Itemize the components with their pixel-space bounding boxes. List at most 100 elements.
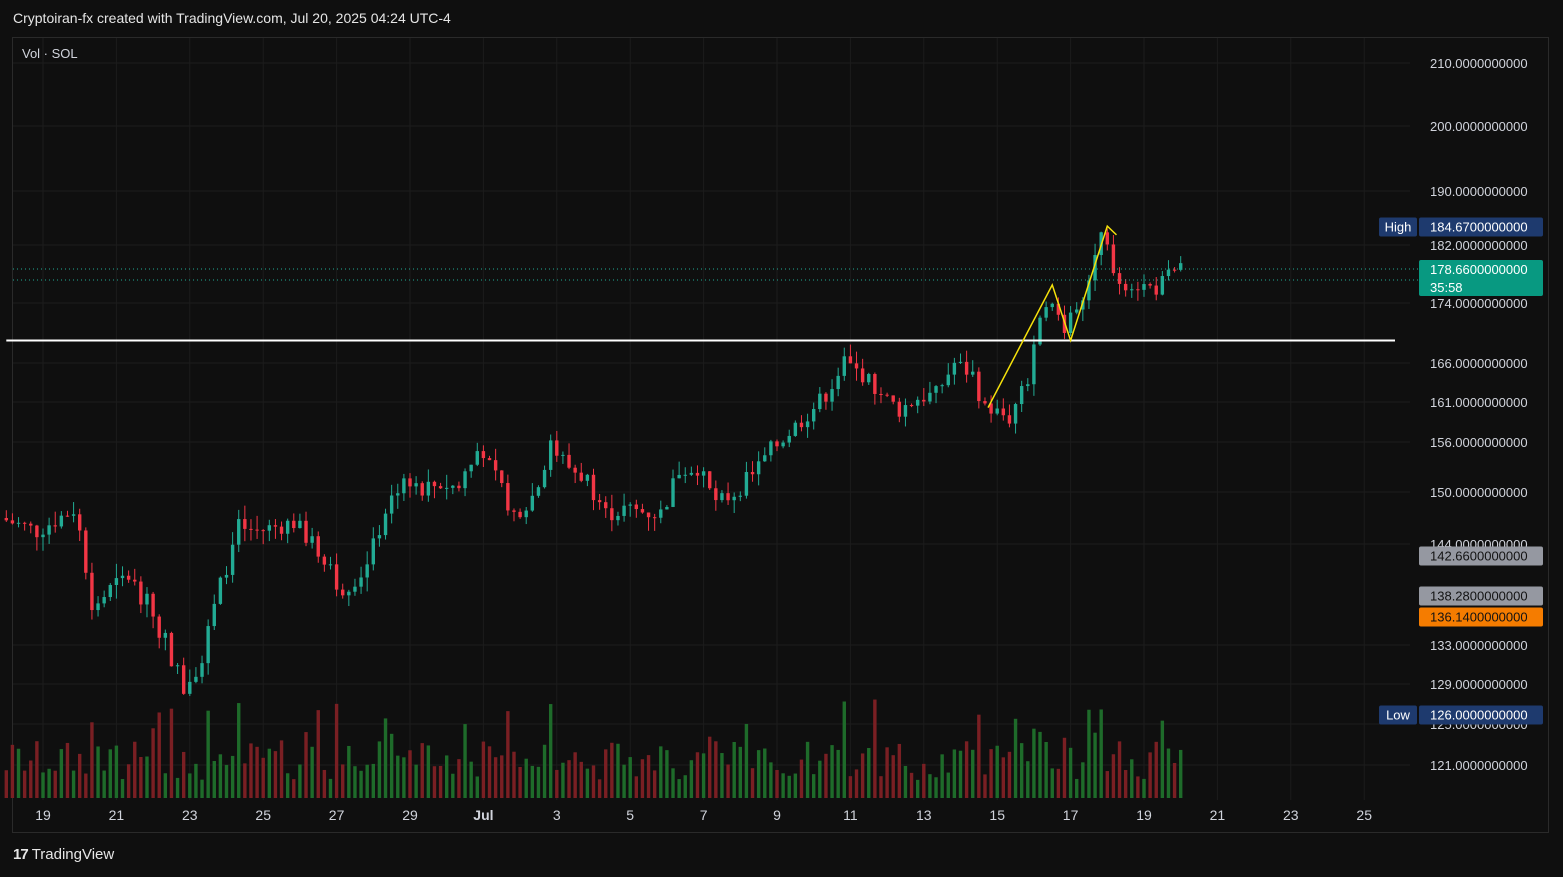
volume-bar — [891, 755, 895, 798]
y-tick-label: 133.0000000000 — [1430, 638, 1528, 653]
volume-bar — [157, 712, 161, 798]
candle-body — [84, 530, 88, 573]
volume-bar — [738, 746, 742, 798]
candle-body — [824, 393, 828, 402]
candle-body — [285, 520, 290, 534]
candle-body — [1087, 280, 1091, 301]
volume-bar — [830, 745, 834, 798]
volume-bar — [518, 766, 522, 798]
candle-body — [640, 509, 645, 513]
tradingview-logo-icon: 17 — [13, 846, 29, 863]
volume-bar — [530, 765, 535, 798]
volume-bar — [640, 759, 645, 798]
candle-body — [714, 488, 718, 501]
volume-bar — [1142, 778, 1146, 798]
price-tag-value: 142.6600000000 — [1430, 549, 1528, 564]
price-tag-label: High — [1385, 220, 1412, 235]
candle-body — [646, 512, 651, 518]
candle-body — [420, 483, 424, 496]
volume-bar — [573, 752, 577, 798]
volume-bar — [389, 733, 394, 798]
x-tick-label: 3 — [553, 807, 561, 823]
volume-bar — [316, 710, 320, 798]
volume-bar — [438, 765, 443, 798]
candle-body — [958, 361, 963, 363]
candle-body — [683, 474, 687, 476]
volume-bar — [29, 760, 33, 798]
candle-body — [310, 536, 314, 543]
volume-bar — [267, 748, 272, 798]
candle-body — [867, 374, 871, 383]
candle-body — [1001, 408, 1006, 416]
volume-bar — [298, 764, 302, 798]
candle-body — [267, 525, 272, 531]
volume-bar — [420, 743, 424, 798]
volume-bar — [977, 714, 981, 798]
y-tick-label: 156.0000000000 — [1430, 435, 1528, 450]
volume-bar — [860, 753, 865, 798]
candle-body — [10, 520, 15, 524]
candle-body — [1050, 303, 1054, 308]
candle-body — [383, 513, 388, 536]
candle-body — [879, 393, 883, 395]
candle-body — [298, 520, 302, 529]
volume-bar — [671, 768, 675, 798]
candle-body — [377, 535, 382, 539]
volume-bar — [812, 774, 816, 798]
volume-bar — [126, 764, 131, 798]
volume-bar — [457, 759, 461, 798]
volume-bar — [683, 775, 687, 798]
volume-bar — [995, 745, 999, 798]
candle-body — [750, 472, 755, 475]
volume-bar — [469, 761, 473, 798]
candle-body — [1032, 344, 1036, 385]
candle-body — [408, 478, 412, 487]
candle-body — [78, 514, 82, 531]
candle-body — [328, 564, 333, 566]
candle-body — [463, 471, 467, 489]
candle-body — [634, 504, 639, 510]
candle-body — [65, 515, 70, 517]
volume-bar — [714, 741, 718, 798]
volume-bar — [548, 704, 553, 798]
candle-body — [989, 403, 993, 414]
candle-body — [622, 505, 626, 516]
candle-body — [316, 536, 320, 557]
candle-body — [29, 523, 33, 526]
candle-body — [188, 681, 192, 694]
candle-body — [561, 454, 565, 456]
chart-frame[interactable] — [12, 37, 1549, 833]
volume-bar — [1062, 737, 1067, 798]
volume-bar — [928, 774, 932, 798]
volume-bar — [567, 760, 571, 798]
candle-body — [47, 525, 51, 535]
volume-bar — [377, 741, 382, 798]
volume-bar — [402, 757, 406, 798]
volume-bar — [591, 765, 596, 798]
volume-bar — [59, 749, 64, 798]
volume-bar — [579, 761, 583, 798]
volume-bar — [1166, 748, 1171, 798]
candle-body — [854, 363, 859, 369]
candle-body — [652, 517, 657, 519]
candle-body — [763, 455, 767, 462]
volume-bar — [463, 724, 467, 798]
candle-body — [610, 508, 614, 521]
volume-bar — [1172, 762, 1177, 798]
candle-body — [206, 626, 210, 664]
tradingview-logo[interactable]: 17 TradingView — [13, 846, 114, 863]
volume-legend[interactable]: Vol · SOL — [22, 46, 78, 61]
volume-bar — [903, 765, 908, 798]
volume-bar — [1179, 749, 1183, 798]
price-tag-value: 136.1400000000 — [1430, 610, 1528, 625]
volume-bar — [1093, 732, 1097, 798]
volume-bar — [426, 745, 431, 798]
candle-body — [1019, 386, 1024, 405]
candle-body — [946, 374, 950, 386]
volume-bar — [475, 776, 479, 798]
candle-body — [793, 422, 798, 436]
x-tick-label: 17 — [1063, 807, 1079, 823]
candle-body — [347, 591, 351, 596]
volume-bar — [163, 773, 168, 798]
